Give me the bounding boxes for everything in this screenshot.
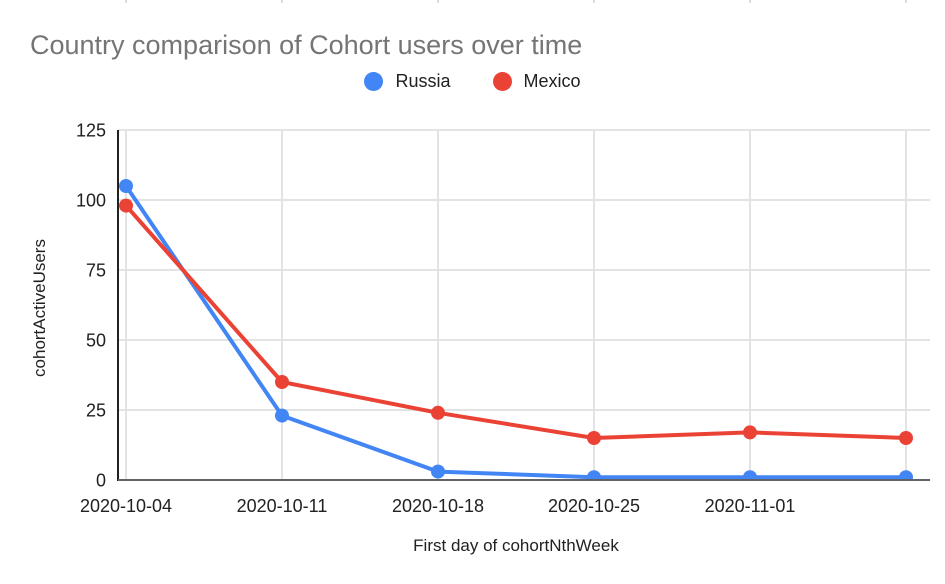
y-tick-label: 75 xyxy=(86,260,106,280)
data-point-mexico xyxy=(587,431,601,445)
data-point-russia xyxy=(275,408,289,423)
series-group xyxy=(119,179,913,480)
cropped-edge-mark xyxy=(749,0,751,3)
data-point-russia xyxy=(899,470,913,480)
y-axis-title: cohortActiveUsers xyxy=(30,239,49,377)
cropped-edge-mark xyxy=(593,0,595,3)
chart-title: Country comparison of Cohort users over … xyxy=(30,30,583,60)
legend-item-mexico[interactable]: Mexico xyxy=(492,71,581,92)
x-tick-label: 2020-10-11 xyxy=(237,496,328,516)
x-tick-label: 2020-10-18 xyxy=(392,496,484,516)
x-axis-title: First day of cohortNthWeek xyxy=(413,536,619,555)
series-line-russia xyxy=(124,184,908,480)
cropped-edge-mark xyxy=(905,0,907,3)
chart-legend: Russia Mexico xyxy=(0,71,945,92)
data-point-russia xyxy=(431,464,445,479)
x-tick-label: 2020-10-04 xyxy=(80,496,172,516)
legend-dot-russia xyxy=(364,72,384,91)
data-point-mexico xyxy=(743,425,757,440)
cropped-edge-mark xyxy=(281,0,283,3)
x-tick-label: 2020-10-25 xyxy=(548,496,640,516)
cropped-edge-mark xyxy=(437,0,439,3)
data-point-mexico xyxy=(119,198,133,213)
y-tick-label: 100 xyxy=(76,190,106,210)
legend-label: Russia xyxy=(395,71,451,91)
data-point-mexico xyxy=(899,431,913,445)
data-point-mexico xyxy=(431,405,445,420)
y-tick-label: 50 xyxy=(86,330,106,350)
cropped-edge-mark xyxy=(125,0,127,3)
data-point-mexico xyxy=(275,375,289,389)
x-tick-label: 2020-11-01 xyxy=(705,496,796,516)
y-tick-label: 25 xyxy=(86,400,106,420)
legend-dot-mexico xyxy=(492,72,512,91)
legend-item-russia[interactable]: Russia xyxy=(364,71,451,92)
data-point-russia xyxy=(119,179,133,193)
data-point-russia xyxy=(743,470,757,480)
y-tick-label: 125 xyxy=(76,120,106,140)
data-point-russia xyxy=(587,470,601,480)
y-tick-label: 0 xyxy=(96,470,106,490)
series-line-mexico xyxy=(124,203,908,440)
legend-label: Mexico xyxy=(523,71,581,91)
